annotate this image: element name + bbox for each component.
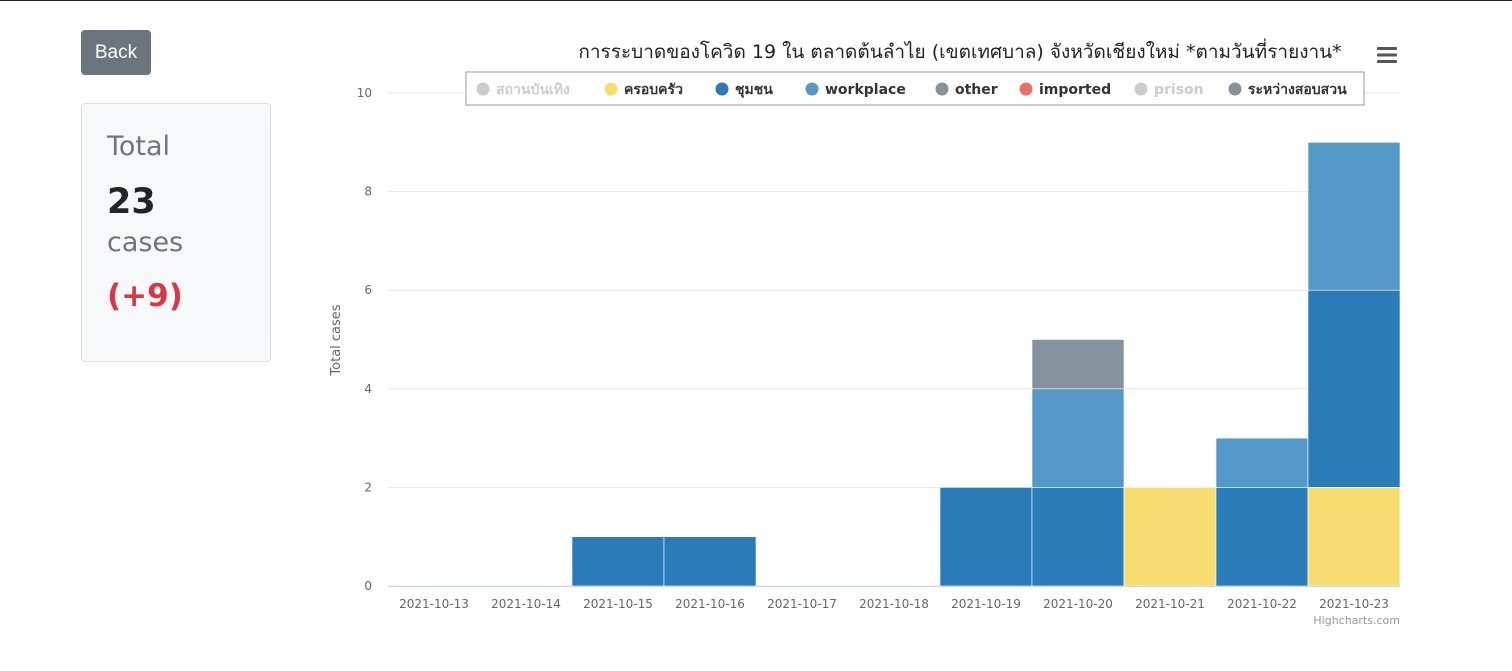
legend-item[interactable]: สถานบันเทิง [476, 82, 570, 98]
x-tick-label: 2021-10-18 [859, 597, 929, 611]
y-tick-label: 8 [364, 185, 372, 199]
legend-marker-icon [1134, 82, 1148, 96]
y-tick-label: 4 [364, 382, 372, 396]
legend-box [465, 71, 1365, 106]
legend-label: prison [1154, 82, 1204, 98]
bar-segment-series-2[interactable] [1307, 289, 1401, 488]
legend-label: ครอบครัว [624, 82, 683, 98]
legend-marker-icon [805, 82, 819, 96]
y-tick-label: 6 [364, 283, 372, 297]
legend-item[interactable]: ครอบครัว [604, 82, 684, 98]
bar-segment-series-2[interactable] [1215, 487, 1309, 587]
y-tick-label: 2 [364, 480, 372, 494]
y-tick-label: 10 [357, 86, 372, 100]
x-tick-label: 2021-10-14 [491, 597, 561, 611]
total-label: Total [107, 131, 171, 162]
bar-segment-other[interactable] [1031, 339, 1125, 390]
total-value: 23 [107, 182, 156, 222]
legend-label: workplace [825, 82, 906, 98]
y-axis-title: Total cases [329, 304, 344, 376]
bar-segment-series-2[interactable] [663, 536, 757, 587]
legend-item[interactable]: imported [1019, 82, 1112, 98]
legend-marker-icon [715, 82, 729, 96]
x-tick-label: 2021-10-23 [1319, 597, 1389, 611]
total-unit: cases [107, 227, 184, 258]
legend-marker-icon [1019, 82, 1033, 96]
legend-item[interactable]: ระหว่างสอบสวน [1228, 82, 1348, 98]
legend-marker-icon [604, 82, 618, 96]
legend-label: ชุมชน [735, 82, 773, 98]
x-tick-label: 2021-10-13 [399, 597, 469, 611]
x-tick-label: 2021-10-20 [1043, 597, 1113, 611]
total-delta: (+9) [107, 278, 183, 314]
x-tick-label: 2021-10-17 [767, 597, 837, 611]
back-button[interactable]: Back [81, 30, 151, 75]
chart-title: การระบาดของโควิด 19 ใน ตลาดต้นลำไย (เขตเ… [578, 38, 1341, 63]
legend-marker-icon [935, 82, 949, 96]
bar-segment-workplace[interactable] [1215, 437, 1309, 488]
stacked-bar-chart: การระบาดของโควิด 19 ใน ตลาดต้นลำไย (เขตเ… [329, 38, 1401, 627]
x-tick-label: 2021-10-16 [675, 597, 745, 611]
y-tick-label: 0 [364, 579, 372, 593]
menu-icon[interactable] [1377, 46, 1397, 64]
x-tick-label: 2021-10-21 [1135, 597, 1205, 611]
bar-segment-series-2[interactable] [1031, 487, 1125, 587]
chart-container: การระบาดของโควิด 19 ใน ตลาดต้นลำไย (เขตเ… [300, 1, 1440, 667]
total-cases-card: Total 23 cases (+9) [81, 103, 271, 362]
legend-label: other [955, 82, 998, 98]
legend-label: ระหว่างสอบสวน [1248, 82, 1347, 98]
legend-marker-icon [476, 82, 490, 96]
x-tick-label: 2021-10-15 [583, 597, 653, 611]
legend-label: imported [1039, 82, 1111, 98]
legend-label: สถานบันเทิง [496, 82, 570, 98]
legend-item[interactable]: other [935, 82, 998, 98]
x-tick-label: 2021-10-19 [951, 597, 1021, 611]
bar-segment-series-1[interactable] [1123, 487, 1217, 587]
bar-segment-workplace[interactable] [1031, 388, 1125, 488]
bar-segment-workplace[interactable] [1307, 142, 1401, 291]
highcharts-credit[interactable]: Highcharts.com [1313, 614, 1400, 627]
legend-item[interactable]: workplace [805, 82, 906, 98]
bar-segment-series-1[interactable] [1307, 487, 1401, 587]
bar-segment-series-2[interactable] [571, 536, 665, 587]
legend-item[interactable]: ชุมชน [715, 82, 774, 98]
bar-segment-series-2[interactable] [939, 487, 1033, 587]
legend-marker-icon [1228, 82, 1242, 96]
x-tick-label: 2021-10-22 [1227, 597, 1297, 611]
legend-item[interactable]: prison [1134, 82, 1204, 98]
